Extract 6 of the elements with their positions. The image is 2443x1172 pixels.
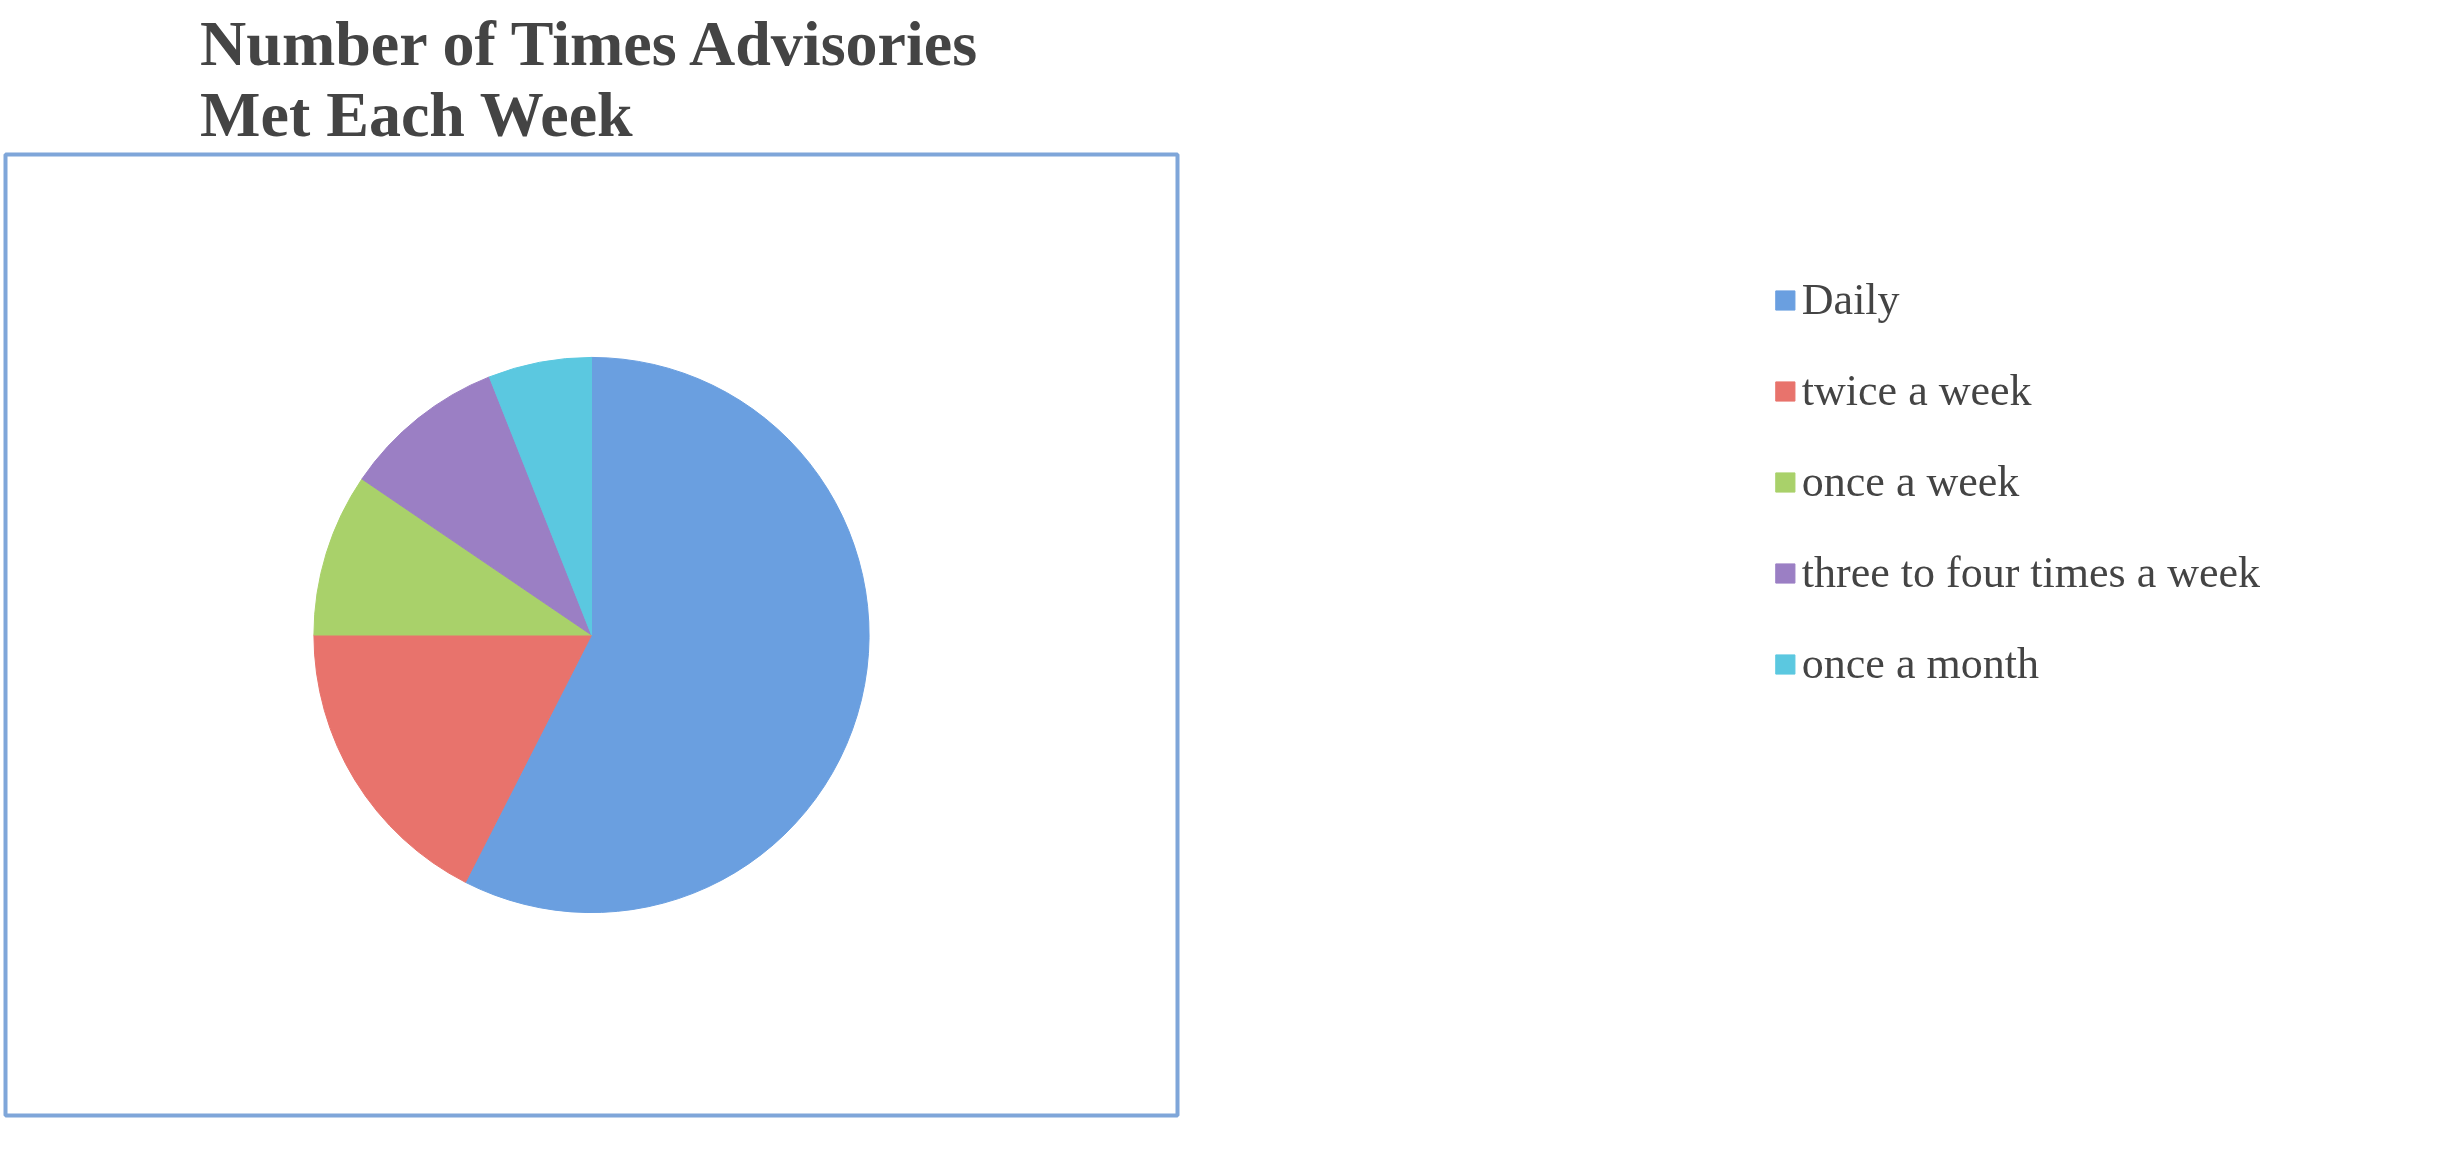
legend-label: Daily <box>1801 274 1900 325</box>
legend-label: three to four times a week <box>1801 547 2260 598</box>
legend-label: twice a week <box>1801 365 2032 416</box>
legend-label: once a month <box>1801 638 2039 689</box>
chart-title: Number of Times Advisories Met Each Week <box>200 7 978 150</box>
legend-label: once a week <box>1801 456 2020 507</box>
